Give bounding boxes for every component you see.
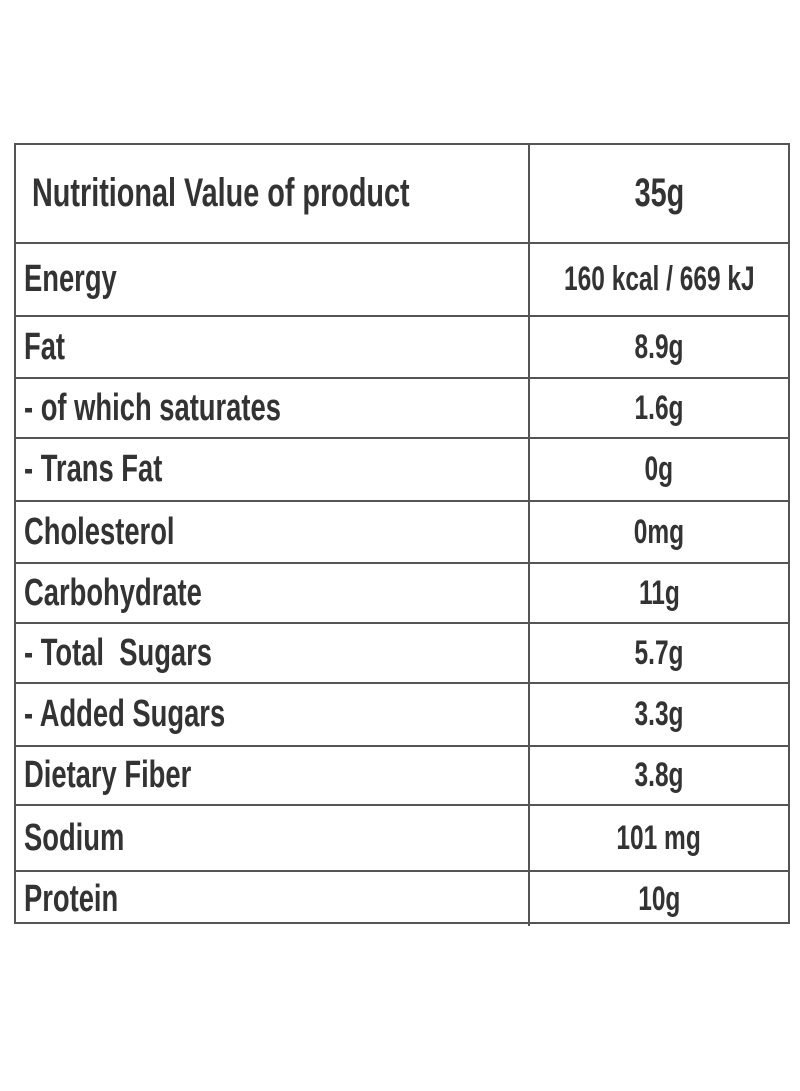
nutrient-cell: Sodium [16,806,530,870]
value-cell: 35g [530,145,788,242]
nutrient-value: 1.6g [634,388,684,427]
nutrient-value: 101 mg [616,818,702,857]
nutrient-value: 160 kcal / 669 kJ [563,260,755,298]
value-cell: 160 kcal / 669 kJ [530,244,788,315]
nutrient-label: - Total Sugars [24,631,212,674]
nutrient-label: Dietary Fiber [24,754,192,796]
nutrient-value: 8.9g [634,327,684,366]
nutrient-value: 0g [644,450,674,488]
nutrient-value: 35g [634,171,684,215]
table-row: Carbohydrate 11g [16,562,788,622]
nutrient-label: Cholesterol [24,510,175,553]
nutrient-cell: - Trans Fat [16,439,530,500]
nutrient-cell: - of which saturates [16,379,530,437]
value-cell: 101 mg [530,806,788,870]
header-row: Nutritional Value of product 35g [16,145,788,242]
nutrient-cell: Dietary Fiber [16,747,530,804]
table-row: Fat 8.9g [16,315,788,377]
table-row: Protein 10g [16,870,788,926]
nutrient-value: 11g [638,573,680,612]
table-row: Energy 160 kcal / 669 kJ [16,242,788,315]
value-cell: 5.7g [530,624,788,682]
nutrient-value: 5.7g [634,633,684,672]
nutrient-cell: - Total Sugars [16,624,530,682]
table-row: - of which saturates 1.6g [16,377,788,437]
nutrient-label: - of which saturates [24,386,281,429]
table-row: Cholesterol 0mg [16,500,788,562]
table-row: - Total Sugars 5.7g [16,622,788,682]
value-cell: 0g [530,439,788,500]
nutrient-label: Carbohydrate [24,571,202,614]
nutrition-table: Nutritional Value of product 35g Energy 160… [14,143,790,926]
nutrient-label: Fat [24,325,66,368]
table-row: - Added Sugars 3.3g [16,682,788,745]
value-cell: 3.8g [530,747,788,804]
value-cell: 11g [530,564,788,622]
nutrient-cell: Protein [16,872,530,926]
nutrient-value: 3.8g [634,756,684,794]
nutrient-cell: Cholesterol [16,502,530,562]
nutrient-label: Protein [24,877,119,920]
nutrient-value: 0mg [633,512,685,551]
table-row: Dietary Fiber 3.8g [16,745,788,804]
table-row: Sodium 101 mg [16,804,788,870]
value-cell: 10g [530,872,788,926]
nutrient-label: Sodium [24,816,125,859]
value-cell: 8.9g [530,317,788,377]
nutrient-label: Energy [24,258,117,300]
value-cell: 1.6g [530,379,788,437]
table-row: - Trans Fat 0g [16,437,788,500]
nutrient-label: - Trans Fat [24,448,163,490]
nutrient-value: 3.3g [634,695,684,733]
nutrient-label: Nutritional Value of product [32,171,410,215]
nutrient-label: - Added Sugars [24,693,226,735]
nutrient-cell: - Added Sugars [16,684,530,745]
nutrient-cell: Carbohydrate [16,564,530,622]
nutrient-cell: Nutritional Value of product [16,145,530,242]
nutrient-cell: Energy [16,244,530,315]
value-cell: 0mg [530,502,788,562]
nutrient-cell: Fat [16,317,530,377]
value-cell: 3.3g [530,684,788,745]
nutrient-value: 10g [637,879,681,918]
